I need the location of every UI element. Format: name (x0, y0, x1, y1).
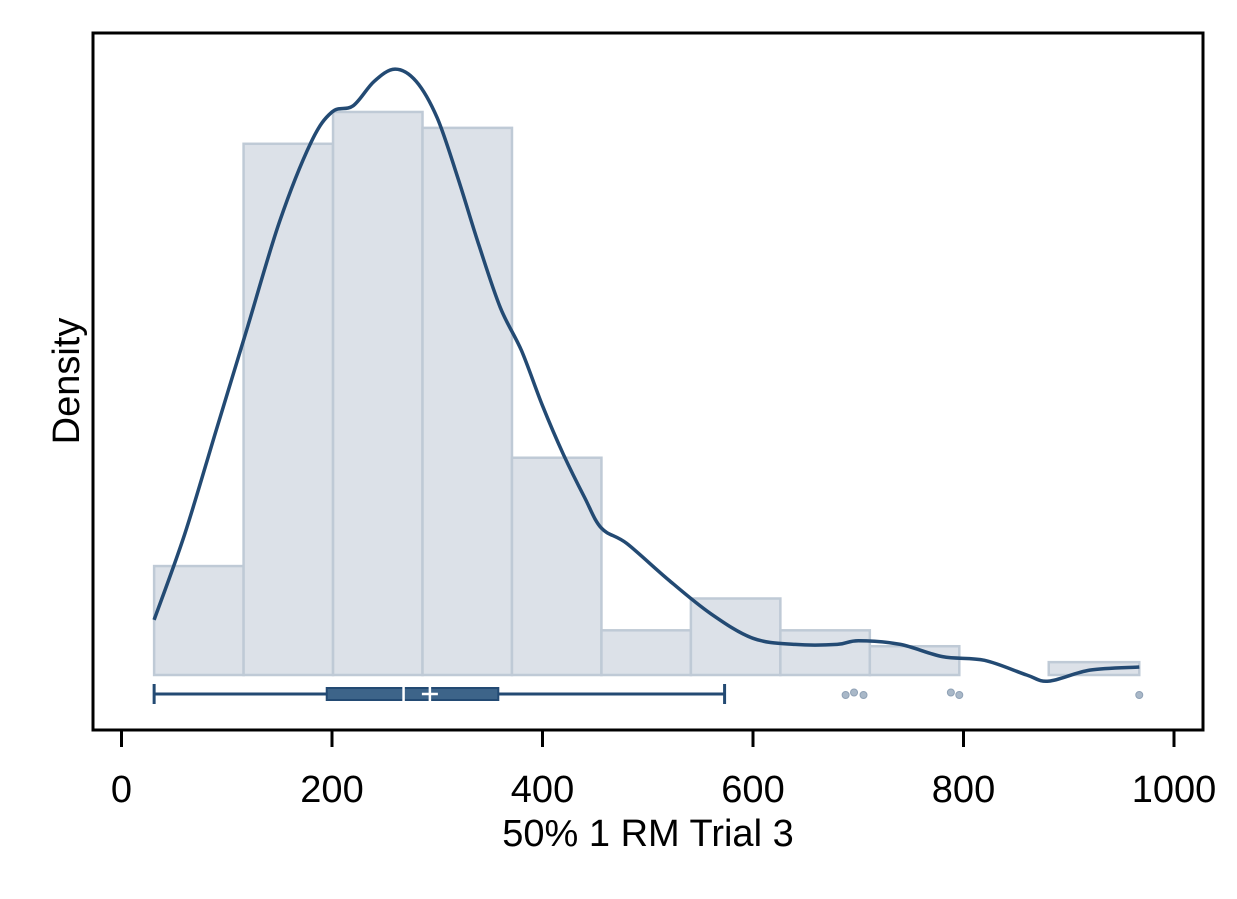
histogram-bar (510, 456, 603, 677)
x-tick-label: 800 (932, 769, 995, 811)
histogram-bars (152, 110, 1141, 677)
boxplot-box (325, 687, 500, 701)
boxplot-outlier (1135, 691, 1144, 699)
boxplot-outlier (955, 691, 964, 699)
histogram-bar (600, 629, 693, 677)
density-curve-layer (152, 67, 1140, 683)
x-tick-label: 1000 (1132, 769, 1217, 811)
x-tick-label: 400 (511, 769, 574, 811)
x-tick-label: 600 (721, 769, 784, 811)
boxplot-outlier (946, 688, 955, 697)
histogram-bar (152, 564, 245, 677)
x-axis-title: 50% 1 RM Trial 3 (502, 813, 793, 855)
boxplot-outlier (859, 691, 868, 699)
histogram-bar (868, 644, 961, 677)
boxplot-outlier (850, 688, 859, 697)
x-axis: 0 200 400 600 800 1000 (93, 728, 1217, 811)
y-axis-title: Density (46, 318, 88, 445)
histogram-bar (331, 110, 424, 677)
histogram-bar (242, 142, 335, 677)
histogram-bar (421, 126, 514, 677)
x-tick-label: 0 (111, 769, 132, 811)
x-tick-label: 200 (300, 769, 363, 811)
boxplot-outlier (841, 691, 850, 699)
histogram-bar (779, 629, 872, 677)
boxplot-layer (152, 684, 1144, 704)
density-curve (152, 67, 1140, 683)
